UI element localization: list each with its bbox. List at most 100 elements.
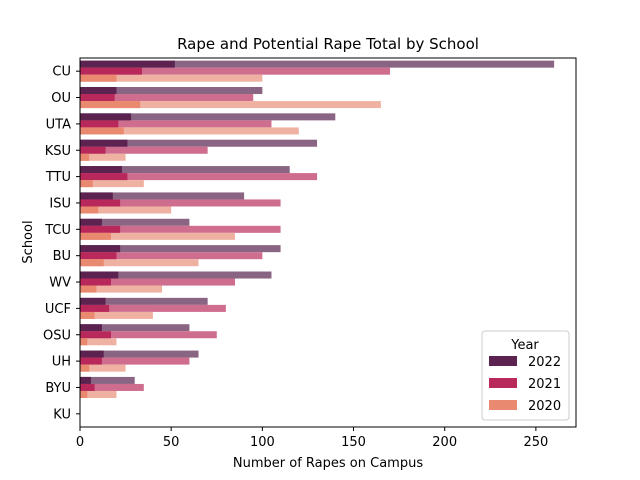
total-bar bbox=[80, 192, 245, 200]
total-bar bbox=[80, 364, 126, 372]
x-tick-label: 150 bbox=[341, 435, 366, 450]
total-bar bbox=[80, 331, 217, 339]
x-axis-title: Number of Rapes on Campus bbox=[233, 456, 423, 471]
y-tick-label: KU bbox=[53, 407, 71, 422]
bar bbox=[80, 285, 97, 293]
bar bbox=[80, 271, 119, 279]
y-tick-label: CU bbox=[52, 65, 71, 80]
total-bar bbox=[80, 225, 281, 233]
total-bars-layer bbox=[80, 60, 555, 399]
bar bbox=[80, 304, 110, 312]
chart-title: Rape and Potential Rape Total by School bbox=[177, 35, 479, 53]
total-bar bbox=[80, 357, 190, 365]
bar bbox=[80, 60, 175, 68]
y-tick-label: UCF bbox=[45, 302, 71, 317]
y-tick-label: TCU bbox=[44, 223, 71, 238]
legend-swatch bbox=[489, 378, 517, 388]
total-bar bbox=[80, 199, 281, 207]
bar bbox=[80, 383, 95, 391]
bar bbox=[80, 146, 106, 154]
y-tick-label: UTA bbox=[46, 117, 71, 132]
total-bar bbox=[80, 94, 254, 102]
total-bar bbox=[80, 271, 272, 279]
bar bbox=[80, 324, 102, 332]
bar bbox=[80, 232, 111, 240]
total-bar bbox=[80, 74, 263, 82]
total-bar bbox=[80, 252, 263, 260]
legend-title: Year bbox=[510, 338, 539, 353]
bar bbox=[80, 376, 91, 384]
bar bbox=[80, 331, 111, 339]
bar bbox=[80, 166, 122, 174]
total-bar bbox=[80, 206, 172, 214]
x-tick-label: 200 bbox=[432, 435, 457, 450]
bar bbox=[80, 192, 113, 200]
total-bar bbox=[80, 180, 144, 188]
total-bar bbox=[80, 259, 199, 267]
bar bbox=[80, 218, 102, 226]
y-tick-label: KSU bbox=[45, 144, 71, 159]
bar bbox=[80, 245, 121, 253]
total-bar bbox=[80, 120, 272, 128]
legend-label: 2021 bbox=[528, 377, 561, 392]
legend-frame bbox=[481, 330, 570, 421]
bar bbox=[80, 74, 117, 82]
legend: Year 2022 2021 2020 bbox=[481, 330, 570, 421]
year-bars-layer bbox=[80, 60, 175, 399]
total-bar bbox=[80, 101, 381, 109]
bar bbox=[80, 350, 104, 358]
total-bar bbox=[80, 218, 190, 226]
bar bbox=[80, 67, 142, 75]
bar bbox=[80, 139, 128, 147]
bar bbox=[80, 173, 128, 181]
total-bar bbox=[80, 285, 163, 293]
total-bar bbox=[80, 146, 208, 154]
bar bbox=[80, 364, 90, 372]
legend-swatch bbox=[489, 400, 517, 410]
total-bar bbox=[80, 324, 190, 332]
y-tick-label: TTU bbox=[45, 170, 71, 185]
y-tick-label: OSU bbox=[43, 328, 71, 343]
bar bbox=[80, 113, 132, 121]
bar bbox=[80, 278, 111, 286]
y-tick-label: OU bbox=[51, 91, 71, 106]
y-axis-title: School bbox=[21, 220, 36, 263]
total-bar bbox=[80, 166, 290, 174]
bar bbox=[80, 259, 104, 267]
x-axis-ticks: 0 50 100 150 200 250 bbox=[76, 427, 548, 450]
total-bar bbox=[80, 173, 318, 181]
total-bar bbox=[80, 245, 281, 253]
total-bar bbox=[80, 311, 153, 319]
x-tick-label: 250 bbox=[523, 435, 548, 450]
bar bbox=[80, 199, 121, 207]
total-bar bbox=[80, 139, 318, 147]
total-bar bbox=[80, 304, 226, 312]
bar bbox=[80, 153, 90, 161]
total-bar bbox=[80, 86, 263, 95]
bar bbox=[80, 311, 95, 319]
plot-frame bbox=[79, 57, 577, 428]
bar bbox=[80, 94, 115, 102]
y-tick-label: BU bbox=[53, 249, 71, 264]
total-bar bbox=[80, 113, 336, 121]
total-bar bbox=[80, 338, 117, 346]
total-bar bbox=[80, 67, 390, 75]
legend-label: 2020 bbox=[528, 399, 561, 414]
bar bbox=[80, 252, 117, 260]
y-axis-ticks: CU OU UTA KSU TTU ISU TCU BU WV UCF OSU UH BYU KU bbox=[43, 65, 80, 422]
x-tick-label: 0 bbox=[76, 435, 84, 450]
bar bbox=[80, 357, 102, 365]
total-bar bbox=[80, 390, 117, 399]
legend-label: 2022 bbox=[528, 355, 561, 370]
bar bbox=[80, 120, 119, 128]
bar bbox=[80, 338, 88, 346]
bar bbox=[80, 206, 99, 214]
y-tick-label: ISU bbox=[49, 196, 71, 211]
total-bar bbox=[80, 350, 199, 358]
x-tick-label: 50 bbox=[163, 435, 180, 450]
y-tick-label: WV bbox=[49, 276, 71, 291]
x-tick-label: 100 bbox=[250, 435, 275, 450]
legend-swatch bbox=[489, 356, 517, 366]
bar bbox=[80, 101, 141, 109]
